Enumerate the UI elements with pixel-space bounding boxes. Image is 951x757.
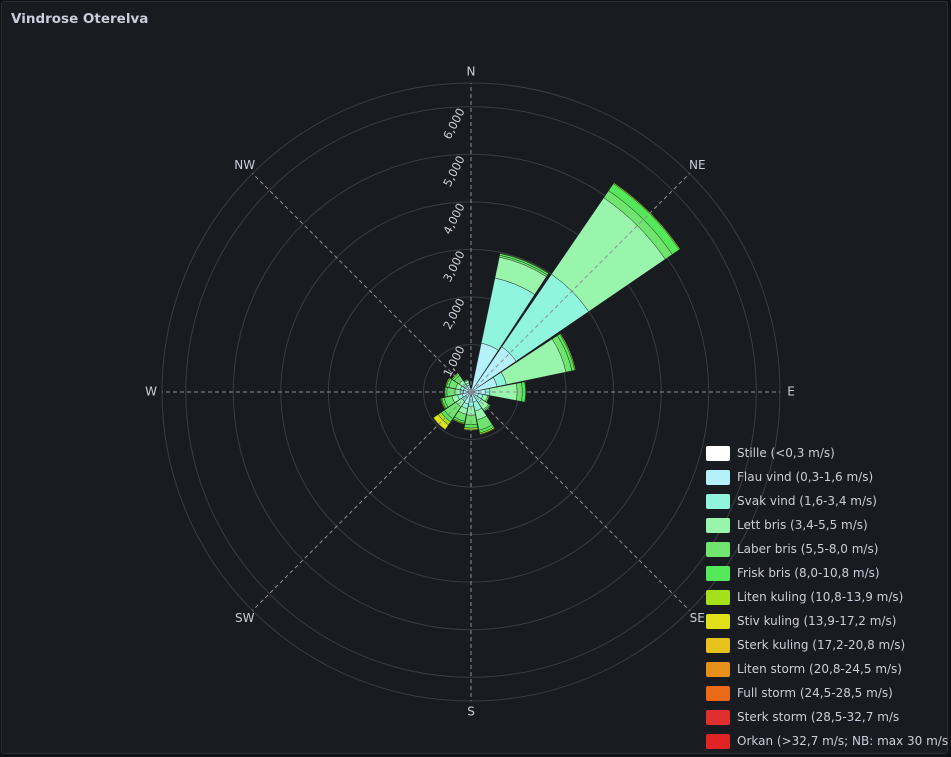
legend-item-1[interactable]: Stille (<0,3 m/s) — [706, 441, 946, 465]
legend-swatch — [706, 589, 730, 605]
legend-item-10[interactable]: Liten storm (20,8-24,5 m/s) — [706, 657, 946, 681]
direction-label-n: N — [467, 65, 476, 79]
radial-tick-label-5: 5,000 — [440, 153, 467, 189]
legend-item-8[interactable]: Stiv kuling (13,9-17,2 m/s) — [706, 609, 946, 633]
legend-item-4[interactable]: Lett bris (3,4-5,5 m/s) — [706, 513, 946, 537]
legend-swatch — [706, 709, 730, 725]
legend-label: Stiv kuling (13,9-17,2 m/s) — [737, 614, 897, 628]
bar-e-series-7[interactable] — [524, 381, 527, 403]
direction-label-sw: SW — [235, 611, 255, 625]
legend-item-2[interactable]: Flau vind (0,3-1,6 m/s) — [706, 465, 946, 489]
legend-label: Sterk kuling (17,2-20,8 m/s) — [737, 638, 906, 652]
legend-item-12[interactable]: Sterk storm (28,5-32,7 m/s — [706, 705, 946, 729]
legend-label: Liten storm (20,8-24,5 m/s) — [737, 662, 902, 676]
legend-label: Full storm (24,5-28,5 m/s) — [737, 686, 893, 700]
legend-swatch — [706, 733, 730, 749]
bar-sse-series-8[interactable] — [479, 427, 496, 436]
legend-swatch — [706, 637, 730, 653]
legend-item-11[interactable]: Full storm (24,5-28,5 m/s) — [706, 681, 946, 705]
radial-tick-label-1: 1,000 — [440, 343, 467, 379]
direction-label-se: SE — [690, 611, 705, 625]
legend-swatch — [706, 493, 730, 509]
legend-label: Stille (<0,3 m/s) — [737, 446, 835, 460]
bar-ese-series-6[interactable] — [486, 395, 490, 403]
direction-label-s: S — [467, 705, 475, 719]
legend-label: Orkan (>32,7 m/s; NB: max 30 m/s — [737, 734, 949, 748]
legend-swatch — [706, 517, 730, 533]
bar-ne-series-7[interactable] — [613, 182, 681, 250]
bar-w-series-7[interactable] — [444, 386, 446, 398]
bar-s-series-8[interactable] — [463, 429, 479, 431]
bar-nne-series-7[interactable] — [499, 252, 550, 274]
legend-label: Lett bris (3,4-5,5 m/s) — [737, 518, 868, 532]
legend-label: Sterk storm (28,5-32,7 m/s — [737, 710, 900, 724]
bar-wnw-series-7[interactable] — [445, 377, 451, 388]
radial-tick-label-2: 2,000 — [440, 296, 467, 332]
legend-item-5[interactable]: Laber bris (5,5-8,0 m/s) — [706, 537, 946, 561]
legend-item-3[interactable]: Svak vind (1,6-3,4 m/s) — [706, 489, 946, 513]
windrose-bars — [433, 182, 681, 436]
legend-label: Svak vind (1,6-3,4 m/s) — [737, 494, 877, 508]
legend-label: Laber bris (5,5-8,0 m/s) — [737, 542, 879, 556]
legend-swatch — [706, 469, 730, 485]
bar-ssw-series-7[interactable] — [452, 418, 465, 425]
radial-tick-label-6: 6,000 — [440, 106, 467, 142]
direction-label-ne: NE — [689, 158, 706, 172]
legend-item-13[interactable]: Orkan (>32,7 m/s; NB: max 30 m/s — [706, 729, 949, 753]
legend-swatch — [706, 685, 730, 701]
legend-swatch — [706, 613, 730, 629]
legend-item-6[interactable]: Frisk bris (8,0-10,8 m/s) — [706, 561, 946, 585]
bar-ene-series-7[interactable] — [559, 333, 576, 371]
legend-item-7[interactable]: Liten kuling (10,8-13,9 m/s) — [706, 585, 946, 609]
axis-spoke-se — [470, 391, 690, 611]
axis-spoke-ne — [470, 173, 690, 393]
axis-spoke-nw — [252, 173, 472, 393]
grid-circle-5 — [232, 153, 710, 631]
legend-swatch — [706, 541, 730, 557]
polar-axes: N NE E SE S SW W NW 1,000 2,000 3,000 4,000 5,000 6,0… — [145, 65, 795, 719]
legend-swatch — [706, 565, 730, 581]
radial-tick-label-3: 3,000 — [440, 248, 467, 284]
legend: Stille (<0,3 m/s) Flau vind (0,3-1,6 m/s)… — [706, 441, 949, 753]
legend-swatch — [706, 445, 730, 461]
legend-swatch — [706, 661, 730, 677]
direction-label-w: W — [145, 385, 157, 399]
legend-label: Flau vind (0,3-1,6 m/s) — [737, 470, 874, 484]
grid-circle-6 — [185, 106, 757, 678]
direction-label-nw: NW — [234, 158, 255, 172]
grid-circle-2 — [375, 296, 567, 488]
bar-nnw-series-7[interactable] — [463, 378, 469, 382]
legend-label: Frisk bris (8,0-10,8 m/s) — [737, 566, 880, 580]
bar-wsw-series-8[interactable] — [440, 398, 446, 410]
panel-title: Vindrose Oterelva — [11, 11, 149, 27]
radial-tick-label-4: 4,000 — [440, 201, 467, 237]
direction-label-e: E — [787, 385, 795, 399]
legend-item-9[interactable]: Sterk kuling (17,2-20,8 m/s) — [706, 633, 946, 657]
axis-spoke-sw — [252, 391, 472, 611]
legend-label: Liten kuling (10,8-13,9 m/s) — [737, 590, 904, 604]
